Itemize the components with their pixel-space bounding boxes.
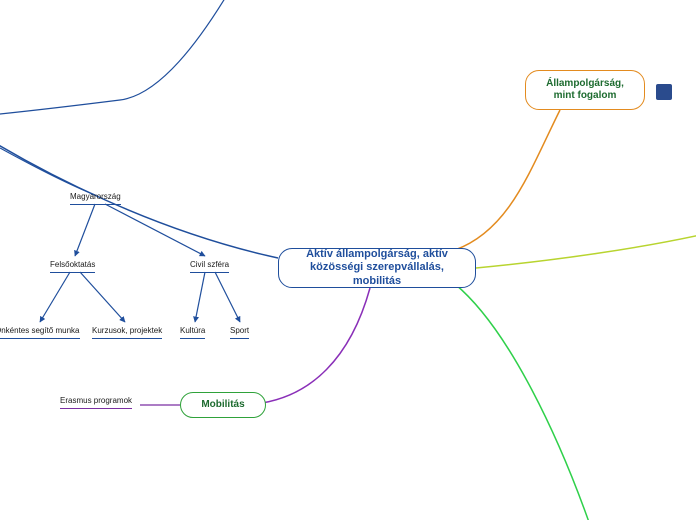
node-magyarorszag-label: Magyarország	[70, 192, 121, 202]
node-civilszfera[interactable]: Civil szféra	[190, 260, 229, 273]
node-magyarorszag[interactable]: Magyarország	[70, 192, 121, 205]
node-sport[interactable]: Sport	[230, 326, 249, 339]
edge-blue-3	[40, 272, 70, 322]
edge-blue-1	[75, 204, 95, 256]
node-allampolgarsag-label: Állampolgárság, mint fogalom	[536, 78, 634, 102]
badge-icon	[656, 84, 672, 100]
node-kultura[interactable]: Kultúra	[180, 326, 205, 339]
node-kultura-label: Kultúra	[180, 326, 205, 336]
node-onkentes[interactable]: Önkéntes segítő munka	[0, 326, 80, 339]
node-mobilitas[interactable]: Mobilitás	[180, 392, 266, 418]
node-kurzusok-label: Kurzusok, projektek	[92, 326, 162, 336]
node-erasmus[interactable]: Erasmus programok	[60, 396, 132, 409]
center-node-label: Aktív állampolgárság, aktív közösségi sz…	[289, 248, 465, 288]
edge-blue-offscreen-1	[0, 140, 278, 258]
edge-blue-offscreen-2	[0, 0, 230, 115]
edge-blue-5	[195, 272, 205, 322]
edge-blue-4	[80, 272, 125, 322]
edge-purple	[262, 288, 370, 403]
node-onkentes-label: Önkéntes segítő munka	[0, 326, 80, 336]
node-sport-label: Sport	[230, 326, 249, 336]
node-felsooktatas-label: Felsőoktatás	[50, 260, 95, 270]
edge-yellowgreen	[476, 235, 696, 268]
node-mobilitas-label: Mobilitás	[201, 399, 244, 411]
node-civilszfera-label: Civil szféra	[190, 260, 229, 270]
edge-blue-6	[215, 272, 240, 322]
node-kurzusok[interactable]: Kurzusok, projektek	[92, 326, 162, 339]
node-erasmus-label: Erasmus programok	[60, 396, 132, 406]
edge-blue-2	[105, 204, 205, 256]
center-node[interactable]: Aktív állampolgárság, aktív közösségi sz…	[278, 248, 476, 288]
node-allampolgarsag[interactable]: Állampolgárság, mint fogalom	[525, 70, 645, 110]
edge-brightgreen	[455, 284, 590, 520]
edge-orange	[455, 110, 560, 250]
node-felsooktatas[interactable]: Felsőoktatás	[50, 260, 95, 273]
